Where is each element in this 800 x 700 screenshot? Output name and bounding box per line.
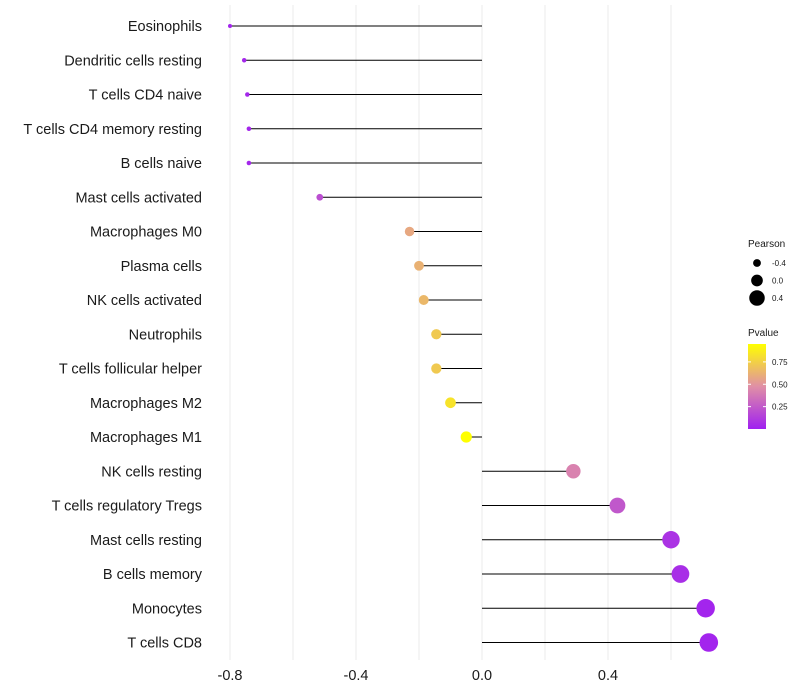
pearson-legend-label: -0.4 (772, 259, 786, 268)
pvalue-legend-label: 0.50 (772, 380, 788, 389)
lollipop-dot (414, 260, 424, 271)
lollipop-dot (245, 92, 250, 97)
lollipop-dot (662, 531, 680, 549)
category-label: B cells memory (103, 567, 203, 583)
category-labels: Eosinophils Dendritic cells resting T cell… (23, 19, 202, 652)
lollipop-dot (671, 565, 690, 583)
lollipop-dot (316, 193, 324, 201)
pearson-legend-dot (751, 274, 763, 287)
category-label: Macrophages M0 (90, 225, 202, 241)
pvalue-legend-title: Pvalue (748, 328, 779, 339)
category-label: B cells naive (121, 156, 202, 172)
pvalue-legend-label: 0.25 (772, 403, 788, 412)
lollipop-dots (228, 24, 719, 652)
lollipop-dot (228, 24, 232, 28)
category-label: Dendritic cells resting (64, 53, 202, 69)
category-label: T cells CD4 naive (89, 88, 202, 104)
pvalue-legend: Pvalue 0.75 0.50 0.25 (748, 328, 788, 429)
category-label: Macrophages M2 (90, 396, 202, 412)
category-label: NK cells activated (87, 293, 202, 309)
lollipop-dot (696, 599, 715, 618)
category-label: Macrophages M1 (90, 430, 202, 446)
pearson-legend-label: 0.0 (772, 277, 784, 286)
category-label: Plasma cells (121, 259, 202, 275)
lollipop-dot (460, 431, 472, 443)
lollipop-dot (445, 397, 456, 409)
category-label: T cells CD8 (127, 636, 202, 652)
lollipop-dot (431, 363, 442, 374)
category-label: NK cells resting (101, 464, 202, 480)
category-label: T cells regulatory Tregs (52, 499, 202, 515)
pvalue-legend-label: 0.75 (772, 358, 788, 367)
category-label: Mast cells resting (90, 533, 202, 549)
pearson-legend-label: 0.4 (772, 294, 784, 303)
lollipop-stems (230, 25, 709, 643)
category-label: Mast cells activated (75, 190, 202, 206)
lollipop-dot (566, 464, 581, 479)
x-axis-ticks: -0.8 -0.4 0.0 0.4 (218, 668, 619, 684)
pearson-legend-dot (749, 290, 765, 306)
x-tick-label: -0.8 (218, 668, 243, 684)
x-tick-label: 0.4 (598, 668, 618, 684)
lollipop-dot (418, 295, 429, 305)
lollipop-dot (699, 633, 719, 652)
pvalue-colorbar (748, 344, 766, 429)
pearson-legend-dot (753, 259, 761, 267)
lollipop-dot (246, 160, 252, 166)
category-label: Eosinophils (128, 19, 202, 35)
category-label: Neutrophils (129, 327, 202, 343)
lollipop-dot (404, 226, 415, 237)
grid-lines (229, 5, 672, 660)
pearson-legend: Pearson -0.4 0.0 0.4 (748, 239, 786, 306)
pearson-legend-title: Pearson (748, 239, 785, 250)
category-label: Monocytes (132, 601, 202, 617)
category-label: T cells follicular helper (59, 362, 202, 378)
lollipop-dot (241, 58, 247, 63)
lollipop-dot (246, 126, 252, 132)
x-tick-label: 0.0 (472, 668, 492, 684)
lollipop-dot (431, 329, 442, 340)
lollipop-dot (609, 497, 626, 514)
x-tick-label: -0.4 (344, 668, 369, 684)
category-label: T cells CD4 memory resting (23, 122, 202, 138)
